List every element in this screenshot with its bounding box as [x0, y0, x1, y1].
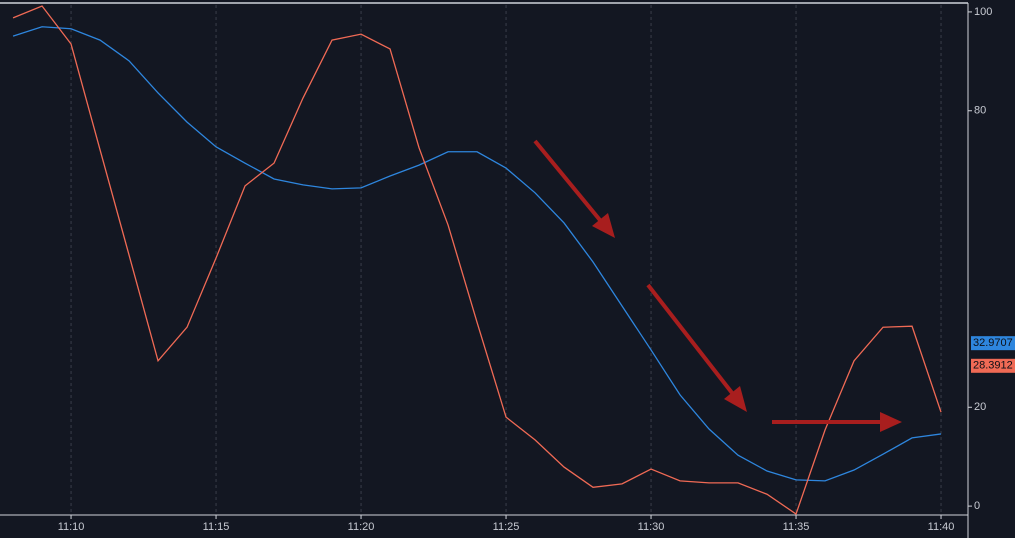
x-tick-label: 11:25 — [493, 521, 520, 533]
y-tick-label: 80 — [974, 105, 986, 117]
x-tick-label: 11:20 — [348, 521, 375, 533]
annotations — [533, 139, 902, 432]
series-line — [12, 5, 942, 516]
last-value-box — [971, 358, 1015, 373]
x-tick-label: 11:15 — [203, 521, 230, 533]
arrow-head — [724, 386, 747, 412]
x-tick-label: 11:10 — [58, 521, 85, 533]
arrow-head — [880, 412, 902, 432]
y-tick-label: 0 — [974, 500, 980, 512]
y-tick-label: 20 — [974, 401, 986, 413]
plot — [12, 5, 942, 516]
last-value-label: 32.9707 — [973, 337, 1013, 349]
x-tick-label: 11:30 — [638, 521, 665, 533]
last-value-label: 28.3912 — [973, 360, 1013, 372]
last-value-box — [971, 336, 1015, 351]
arrow — [533, 139, 606, 227]
arrow — [646, 283, 738, 400]
arrow-head — [592, 213, 615, 238]
x-tick-label: 11:40 — [928, 521, 955, 533]
x-tick-label: 11:35 — [783, 521, 810, 533]
series-line — [12, 26, 942, 482]
y-tick-label: 100 — [974, 6, 992, 18]
